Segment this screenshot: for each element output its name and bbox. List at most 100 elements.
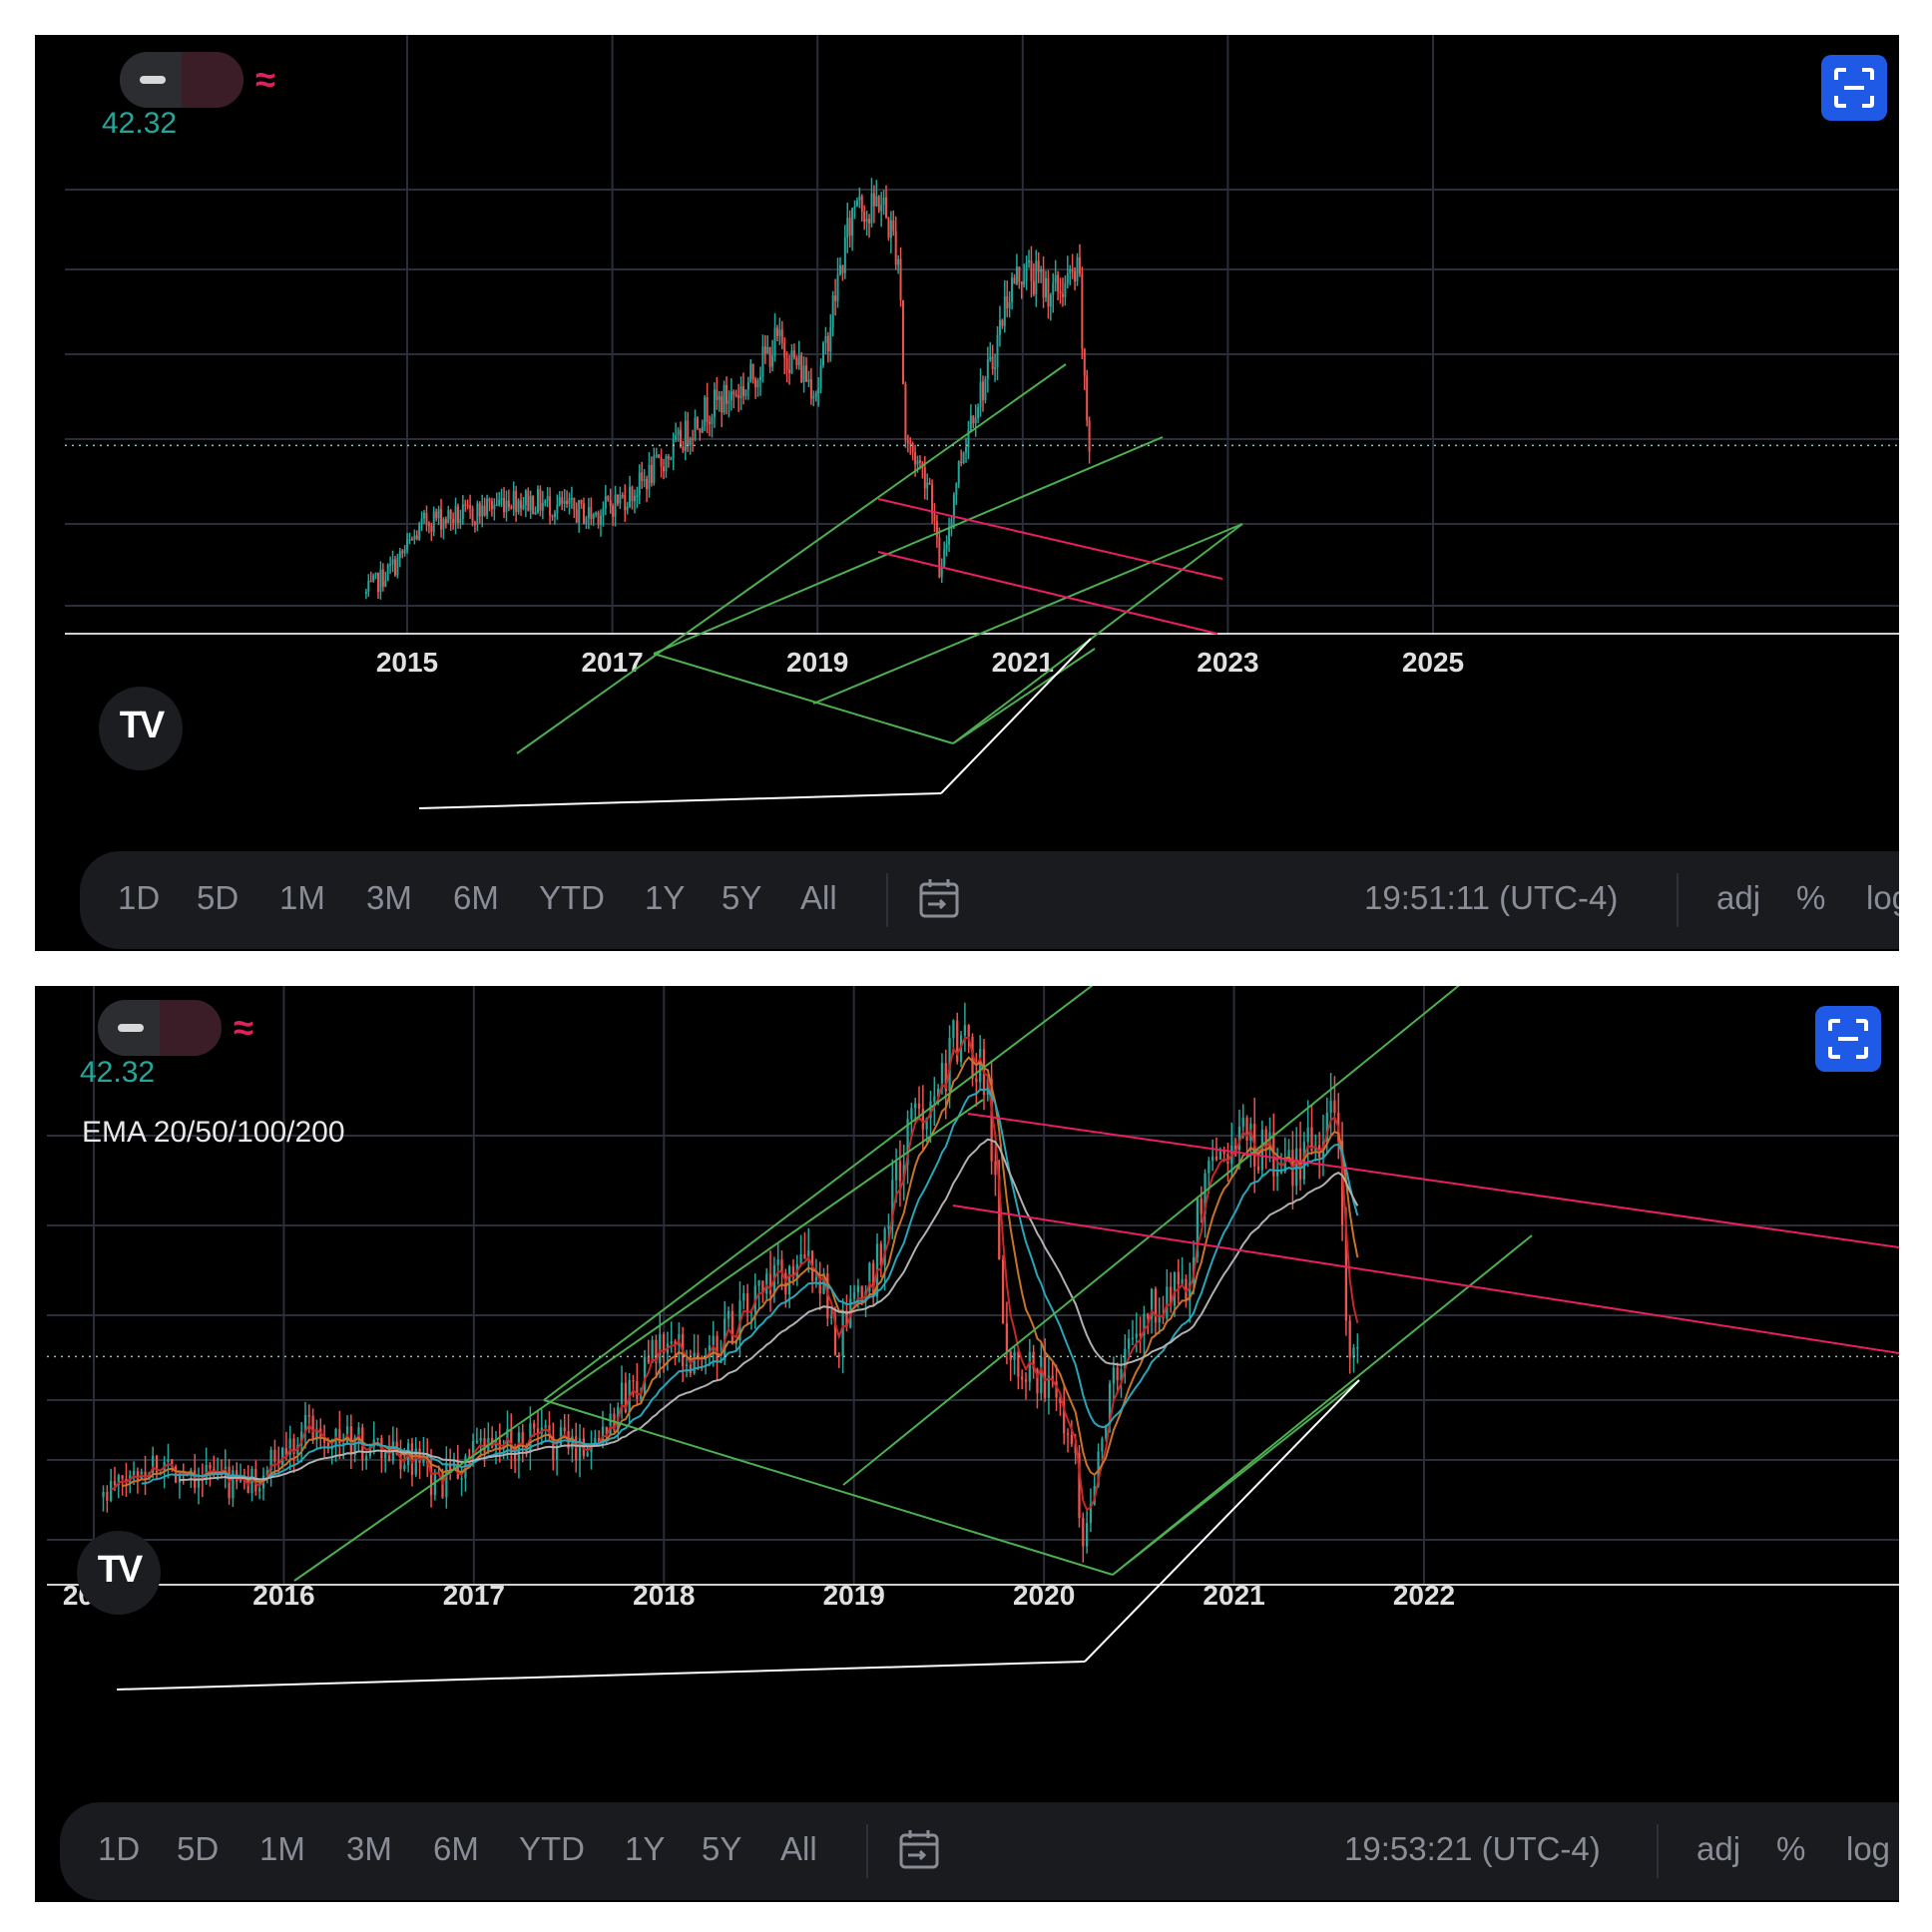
candle-body (269, 1449, 272, 1471)
candle-body (807, 379, 810, 382)
candle-body (1108, 1383, 1112, 1426)
candle-body (1147, 1313, 1150, 1319)
indicator-button[interactable]: ≈ (160, 1000, 253, 1056)
range-1y-button[interactable]: 1Y (625, 1830, 666, 1867)
calendar-icon[interactable] (898, 1828, 942, 1872)
candle-body (1189, 1282, 1192, 1301)
candle-body (996, 334, 999, 368)
range-1y-button[interactable]: 1Y (645, 879, 686, 916)
range-1d-button[interactable]: 1D (118, 879, 161, 916)
candle-body (546, 496, 549, 502)
candle-body (414, 1448, 417, 1475)
range-3m-button[interactable]: 3M (346, 1830, 392, 1867)
candle-body (342, 1443, 345, 1445)
candle-body (1013, 277, 1016, 284)
candle-body (819, 365, 822, 389)
support-trendline (940, 638, 1092, 794)
range-5d-button[interactable]: 5D (197, 879, 240, 916)
adjust-button[interactable]: adj (1716, 879, 1761, 916)
candle-body (716, 389, 719, 400)
adjust-button[interactable]: adj (1696, 1830, 1741, 1867)
range-1m-button[interactable]: 1M (279, 879, 325, 916)
chart-style-toggle[interactable]: ≈ (120, 52, 275, 108)
candle-body (925, 1118, 928, 1130)
chart-panel-top[interactable]: 2015 2017 2019 2021 2023 2025 ≈ 42.32 TV 1D 5… (35, 35, 1899, 951)
candle-body (393, 559, 396, 576)
candle-body (855, 200, 858, 207)
range-5y-button[interactable]: 5Y (702, 1830, 742, 1867)
candle-body (721, 396, 724, 413)
candle-body (132, 1471, 136, 1476)
candle-body (521, 1432, 524, 1446)
range-3m-button[interactable]: 3M (366, 879, 412, 916)
candle-body (367, 580, 370, 592)
candle-body (1131, 1337, 1135, 1339)
range-all-button[interactable]: All (780, 1830, 817, 1867)
channel-trendline (653, 436, 1164, 655)
chart-panel-bottom[interactable]: 20152016201720182019202020212022 ≈ 42.32… (35, 986, 1899, 1902)
log-button[interactable]: log (1866, 879, 1899, 916)
channel-trendline (293, 1099, 984, 1582)
price-chart-top[interactable]: 2015 2017 2019 2021 2023 2025 (35, 35, 1899, 951)
log-button[interactable]: log (1846, 1830, 1891, 1867)
range-5y-button[interactable]: 5Y (722, 879, 762, 916)
candle-body (751, 363, 754, 379)
candle-body (800, 355, 803, 382)
candle-body (1211, 1156, 1214, 1162)
candle-body (544, 1425, 547, 1428)
candle-body (372, 575, 375, 581)
candle-body (945, 544, 948, 550)
candle-body (851, 208, 854, 237)
price-chart-bottom[interactable]: 20152016201720182019202020212022 (35, 986, 1899, 1902)
candle-body (532, 495, 535, 515)
range-ytd-button[interactable]: YTD (539, 879, 605, 916)
candle-body (1170, 1286, 1173, 1306)
range-5d-button[interactable]: 5D (177, 1830, 220, 1867)
candle-body (1348, 1320, 1351, 1358)
range-6m-button[interactable]: 6M (453, 879, 499, 916)
candle-body (1032, 280, 1035, 294)
candle-body (1063, 1403, 1066, 1434)
line-style-button[interactable] (98, 1000, 160, 1056)
chart-style-toggle[interactable]: ≈ (98, 1000, 253, 1056)
candle-body (1340, 1141, 1344, 1225)
candle-body (689, 438, 692, 446)
percent-button[interactable]: % (1796, 879, 1826, 916)
candle-body (969, 415, 972, 430)
candle-body (1256, 1166, 1260, 1171)
expand-button[interactable] (1821, 55, 1887, 121)
channel-trendline (543, 1399, 1114, 1576)
range-all-button[interactable]: All (800, 879, 837, 916)
channel-trendline (1112, 1234, 1533, 1576)
candle-body (381, 569, 384, 587)
range-1m-button[interactable]: 1M (259, 1830, 305, 1867)
candle-body (712, 1335, 715, 1346)
line-style-icon (118, 1024, 144, 1032)
candle-body (914, 1103, 917, 1109)
candle-body (1059, 290, 1062, 294)
candle-body (144, 1471, 147, 1480)
candle-body (821, 342, 824, 366)
candle-body (936, 1088, 940, 1097)
candle-body (171, 1459, 174, 1467)
candle-body (887, 1225, 890, 1229)
expand-button[interactable] (1815, 1006, 1881, 1072)
candle-body (1352, 1347, 1355, 1358)
candle-body (940, 566, 943, 578)
candle-body (655, 1339, 658, 1364)
calendar-icon[interactable] (918, 877, 962, 921)
candle-body (775, 327, 778, 336)
range-ytd-button[interactable]: YTD (519, 1830, 585, 1867)
indicator-button[interactable]: ≈ (182, 52, 275, 108)
range-6m-button[interactable]: 6M (433, 1830, 479, 1867)
candle-body (616, 494, 619, 504)
line-style-button[interactable] (120, 52, 182, 108)
range-1d-button[interactable]: 1D (98, 1830, 141, 1867)
x-tick-label: 2016 (252, 1580, 314, 1611)
candle-body (701, 426, 704, 433)
candle-body (573, 497, 576, 510)
candle-body (990, 1079, 993, 1162)
candle-body (401, 551, 404, 554)
percent-button[interactable]: % (1776, 1830, 1806, 1867)
price-label: 42.32 (102, 107, 178, 140)
